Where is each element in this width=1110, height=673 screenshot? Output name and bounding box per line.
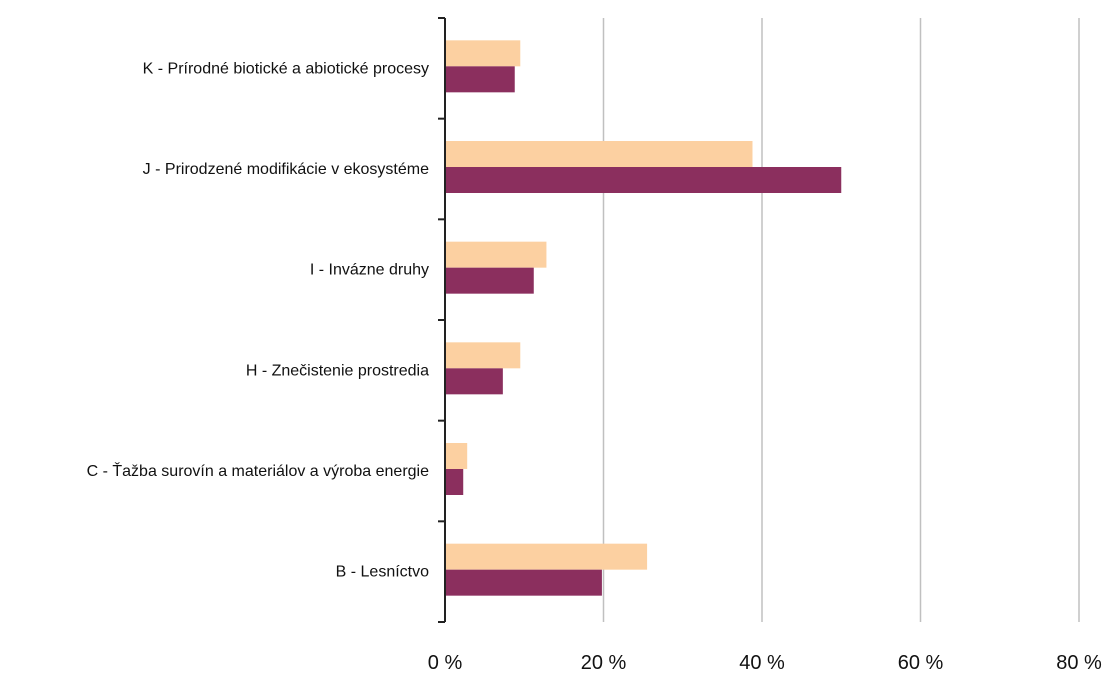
- x-tick-label: 80 %: [1056, 652, 1102, 673]
- category-label: I - Invázne druhy: [310, 262, 429, 279]
- bars: [445, 40, 842, 596]
- bar-series-2-5: [445, 469, 464, 495]
- bar-series-1-4: [445, 342, 521, 369]
- bar-series-2-2: [445, 167, 842, 193]
- x-tick-label: 40 %: [739, 652, 785, 673]
- category-label: J - Prirodzené modifikácie v ekosystéme: [143, 161, 429, 178]
- category-label: K - Prírodné biotické a abiotické proces…: [143, 60, 429, 77]
- bar-series-2-3: [445, 267, 534, 294]
- category-label: H - Znečistenie prostredia: [246, 362, 429, 379]
- category-labels: K - Prírodné biotické a abiotické proces…: [87, 60, 429, 580]
- x-tick-labels: 0 % 20 % 40 % 60 % 80 %: [428, 652, 1102, 673]
- bar-series-2-6: [445, 569, 602, 596]
- category-label: B - Lesníctvo: [336, 564, 429, 581]
- category-label: C - Ťažba surovín a materiálov a výroba …: [87, 461, 429, 480]
- x-tick-label: 60 %: [898, 652, 944, 673]
- y-axis: [438, 17, 446, 623]
- bar-series-2-4: [445, 368, 503, 395]
- bar-series-1-2: [445, 141, 753, 167]
- bar-series-2-1: [445, 66, 515, 93]
- x-tick-label: 20 %: [581, 652, 627, 673]
- bar-series-1-5: [445, 443, 468, 469]
- bar-series-1-1: [445, 40, 521, 67]
- bar-series-1-3: [445, 241, 547, 268]
- bar-series-1-6: [445, 543, 648, 570]
- gridlines: [602, 18, 1080, 622]
- x-tick-label: 0 %: [428, 652, 463, 673]
